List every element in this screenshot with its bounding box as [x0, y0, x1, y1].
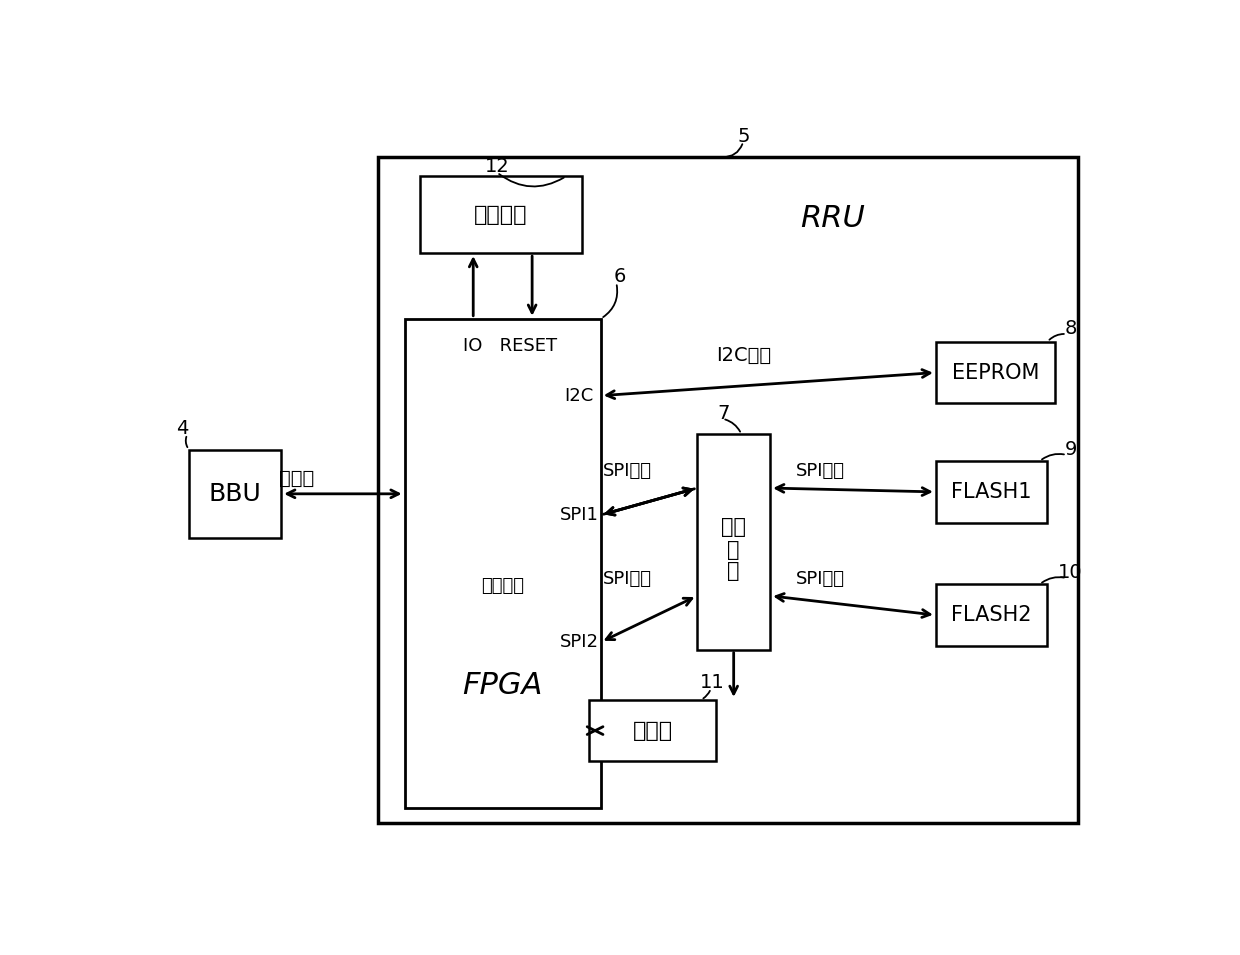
- Bar: [377, 157, 1079, 823]
- Text: I2C: I2C: [564, 387, 594, 405]
- Text: 开: 开: [728, 540, 740, 560]
- Text: 高速接口: 高速接口: [481, 577, 525, 595]
- Text: EEPROM: EEPROM: [952, 363, 1039, 383]
- Text: 8: 8: [1064, 319, 1076, 338]
- Bar: [936, 584, 1048, 646]
- Text: 11: 11: [701, 673, 725, 692]
- Bar: [697, 435, 770, 649]
- Bar: [589, 700, 717, 761]
- Bar: [936, 461, 1048, 522]
- Text: FPGA: FPGA: [463, 670, 543, 700]
- Text: 传输线: 传输线: [279, 469, 314, 488]
- Text: 复位模块: 复位模块: [474, 204, 527, 224]
- Text: 锁存器: 锁存器: [632, 721, 673, 740]
- Text: SPI1: SPI1: [559, 506, 599, 524]
- Bar: [404, 319, 601, 808]
- Text: FLASH1: FLASH1: [951, 482, 1032, 502]
- Text: 7: 7: [718, 404, 730, 423]
- Text: 模拟: 模拟: [722, 517, 746, 537]
- Text: IO   RESET: IO RESET: [464, 336, 558, 354]
- Text: 12: 12: [485, 158, 510, 177]
- Text: 4: 4: [176, 419, 188, 438]
- Text: 9: 9: [1064, 440, 1076, 459]
- Bar: [936, 342, 1055, 403]
- Text: SPI2: SPI2: [559, 633, 599, 651]
- Text: SPI总线: SPI总线: [796, 570, 844, 588]
- Text: 10: 10: [1058, 563, 1083, 583]
- Text: SPI总线: SPI总线: [796, 462, 844, 480]
- Text: SPI总线: SPI总线: [604, 570, 652, 588]
- Text: I2C总线: I2C总线: [715, 346, 771, 365]
- Text: 5: 5: [737, 127, 749, 146]
- Text: 关: 关: [728, 562, 740, 582]
- Bar: [420, 177, 582, 253]
- Text: BBU: BBU: [208, 482, 262, 506]
- Text: RRU: RRU: [801, 204, 866, 233]
- Text: 6: 6: [614, 266, 626, 286]
- Bar: [188, 450, 281, 538]
- Text: SPI总线: SPI总线: [604, 462, 652, 480]
- Text: FLASH2: FLASH2: [951, 605, 1032, 626]
